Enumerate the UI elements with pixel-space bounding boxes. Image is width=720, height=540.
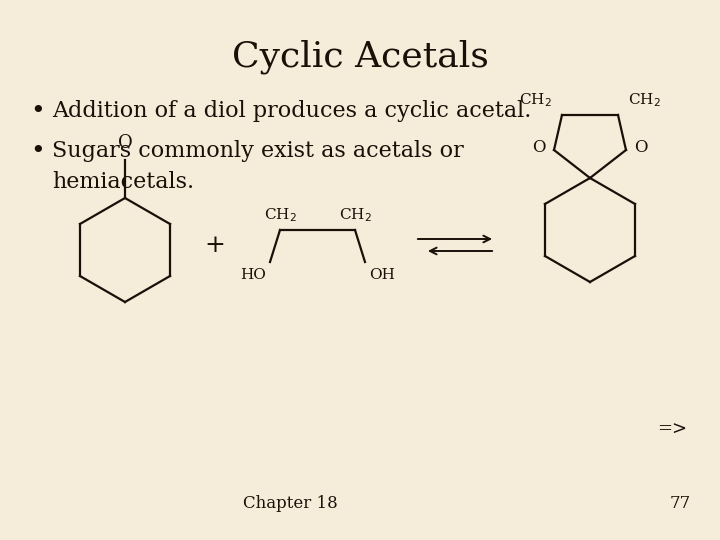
Text: Chapter 18: Chapter 18 [243, 495, 338, 512]
Text: •: • [30, 100, 45, 123]
Text: HO: HO [240, 268, 266, 282]
Text: •: • [30, 140, 45, 163]
Text: +: + [204, 233, 225, 256]
Text: CH$_2$: CH$_2$ [628, 91, 661, 109]
Text: CH$_2$: CH$_2$ [264, 206, 297, 224]
Text: =>: => [657, 421, 687, 439]
Text: Sugars commonly exist as acetals or
hemiacetals.: Sugars commonly exist as acetals or hemi… [52, 140, 464, 192]
Text: OH: OH [369, 268, 395, 282]
Text: O: O [117, 134, 132, 152]
Text: Cyclic Acetals: Cyclic Acetals [232, 40, 488, 75]
Text: CH$_2$: CH$_2$ [519, 91, 552, 109]
Text: O: O [634, 139, 647, 157]
Text: O: O [533, 139, 546, 157]
Text: Addition of a diol produces a cyclic acetal.: Addition of a diol produces a cyclic ace… [52, 100, 531, 122]
Text: 77: 77 [670, 495, 690, 512]
Text: CH$_2$: CH$_2$ [338, 206, 372, 224]
